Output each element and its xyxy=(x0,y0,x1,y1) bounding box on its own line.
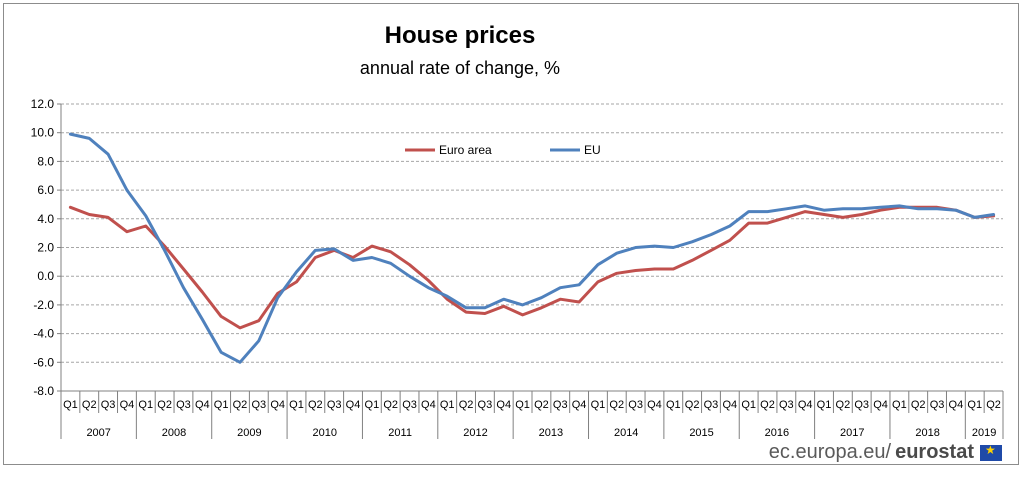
year-label: 2010 xyxy=(313,427,337,439)
series-line-euro-area xyxy=(68,205,996,330)
source-site: ec.europa.eu/ xyxy=(768,441,892,463)
source-footer: ec.europa.eu/eurostat xyxy=(769,441,1002,464)
y-tick-label: 6.0 xyxy=(37,183,54,197)
quarter-label: Q4 xyxy=(195,399,210,411)
quarter-label: Q2 xyxy=(82,399,97,411)
year-label: 2015 xyxy=(689,427,713,439)
eu-flag-icon xyxy=(980,443,1002,461)
quarter-label: Q4 xyxy=(346,399,361,411)
quarter-label: Q2 xyxy=(609,399,624,411)
quarter-label: Q1 xyxy=(138,399,153,411)
quarter-label: Q3 xyxy=(176,399,191,411)
quarter-label: Q3 xyxy=(553,399,568,411)
year-label: 2014 xyxy=(614,427,638,439)
y-tick-label: 8.0 xyxy=(37,154,54,168)
quarter-label: Q4 xyxy=(873,399,888,411)
year-label: 2008 xyxy=(162,427,186,439)
quarter-label: Q2 xyxy=(836,399,851,411)
quarter-label: Q1 xyxy=(515,399,530,411)
y-tick-label: 10.0 xyxy=(31,126,55,140)
year-label: 2018 xyxy=(915,427,939,439)
quarter-label: Q2 xyxy=(685,399,700,411)
quarter-label: Q2 xyxy=(157,399,172,411)
y-tick-label: -8.0 xyxy=(33,384,54,398)
year-label: 2016 xyxy=(765,427,789,439)
quarter-label: Q4 xyxy=(270,399,285,411)
quarter-label: Q3 xyxy=(327,399,342,411)
quarter-label: Q2 xyxy=(233,399,248,411)
quarter-label: Q2 xyxy=(383,399,398,411)
y-tick-label: 0.0 xyxy=(37,269,54,283)
year-label: 2017 xyxy=(840,427,864,439)
series-lines xyxy=(68,132,996,364)
quarter-label: Q1 xyxy=(365,399,380,411)
quarter-label: Q4 xyxy=(421,399,436,411)
quarter-label: Q3 xyxy=(478,399,493,411)
quarter-label: Q3 xyxy=(402,399,417,411)
quarter-label: Q4 xyxy=(572,399,587,411)
quarter-label: Q1 xyxy=(289,399,304,411)
legend-label-eu: EU xyxy=(584,143,601,157)
quarter-label: Q1 xyxy=(666,399,681,411)
eurostat-brand: eurostat xyxy=(895,441,974,463)
chart-subtitle: annual rate of change, % xyxy=(359,58,561,78)
quarter-label: Q4 xyxy=(120,399,135,411)
quarter-label: Q2 xyxy=(760,399,775,411)
quarter-label: Q4 xyxy=(798,399,813,411)
y-tick-label: 12.0 xyxy=(31,97,55,111)
quarter-label: Q3 xyxy=(930,399,945,411)
quarter-label: Q4 xyxy=(949,399,964,411)
legend: Euro area EU xyxy=(405,143,601,157)
gridlines xyxy=(61,103,1003,392)
quarter-label: Q2 xyxy=(986,399,1001,411)
quarter-label: Q2 xyxy=(534,399,549,411)
legend-label-euro-area: Euro area xyxy=(439,143,492,157)
quarter-label: Q1 xyxy=(892,399,907,411)
series-line-eu xyxy=(68,132,996,364)
year-label: 2013 xyxy=(539,427,563,439)
y-tick-label: 4.0 xyxy=(37,212,54,226)
quarter-label: Q1 xyxy=(214,399,229,411)
quarter-label: Q3 xyxy=(779,399,794,411)
year-label: 2007 xyxy=(86,427,110,439)
quarter-label: Q3 xyxy=(704,399,719,411)
quarter-label: Q1 xyxy=(817,399,832,411)
quarter-label: Q2 xyxy=(911,399,926,411)
quarter-label: Q3 xyxy=(854,399,869,411)
year-label: 2011 xyxy=(388,427,412,439)
quarter-label: Q3 xyxy=(628,399,643,411)
y-tick-label: -6.0 xyxy=(33,355,54,369)
quarter-label: Q3 xyxy=(251,399,266,411)
quarter-label: Q1 xyxy=(591,399,606,411)
quarter-label: Q3 xyxy=(101,399,116,411)
quarter-label: Q1 xyxy=(967,399,982,411)
quarter-label: Q1 xyxy=(741,399,756,411)
year-label: 2012 xyxy=(463,427,487,439)
quarter-label: Q2 xyxy=(308,399,323,411)
quarter-label: Q4 xyxy=(647,399,662,411)
y-tick-label: -2.0 xyxy=(33,298,54,312)
quarter-label: Q2 xyxy=(459,399,474,411)
y-axis: 12.0 10.0 8.0 6.0 4.0 2.0 0.0 -2.0 -4.0 -6.0 -8.0 xyxy=(31,97,62,439)
year-label: 2009 xyxy=(237,427,261,439)
y-tick-label: -4.0 xyxy=(33,327,54,341)
quarter-label: Q1 xyxy=(440,399,455,411)
y-tick-label: 2.0 xyxy=(37,241,54,255)
chart-title: House prices xyxy=(384,22,536,49)
quarter-label: Q4 xyxy=(722,399,737,411)
year-label: 2019 xyxy=(972,427,996,439)
quarter-label: Q4 xyxy=(496,399,511,411)
chart-frame xyxy=(3,3,1019,465)
quarter-label: Q1 xyxy=(63,399,78,411)
